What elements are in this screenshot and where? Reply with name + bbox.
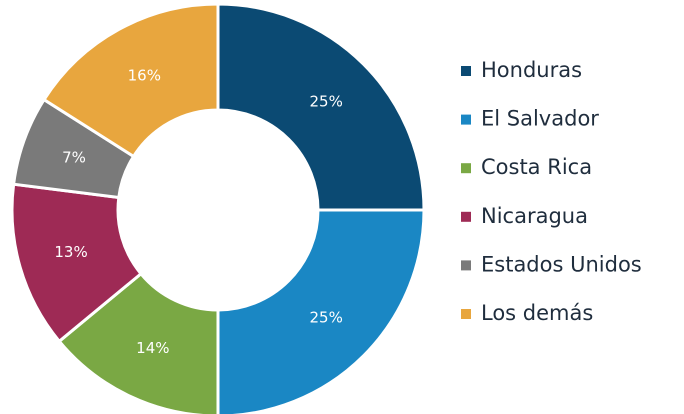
legend-swatch: [461, 260, 471, 271]
donut-slice: [10, 182, 144, 344]
slice-label: 13%: [54, 243, 87, 261]
slice-label: 25%: [310, 92, 343, 110]
legend-swatch: [461, 163, 471, 174]
legend-swatch: [461, 114, 471, 125]
slice-label: 25%: [310, 309, 343, 327]
legend-label: El Salvador: [481, 107, 599, 131]
slice-label: 7%: [62, 149, 86, 167]
legend-label: Los demás: [481, 301, 593, 325]
donut-slice: [216, 2, 426, 212]
legend-swatch: [461, 66, 471, 76]
legend-label: Nicaragua: [481, 204, 588, 228]
legend-label: Honduras: [481, 58, 582, 82]
donut-slice: [41, 2, 220, 159]
legend-swatch: [461, 309, 471, 319]
legend-swatch: [461, 211, 471, 222]
legend-label: Estados Unidos: [481, 252, 642, 276]
slice-label: 16%: [128, 66, 161, 84]
slice-label: 14%: [136, 339, 169, 357]
legend-label: Costa Rica: [481, 155, 592, 179]
